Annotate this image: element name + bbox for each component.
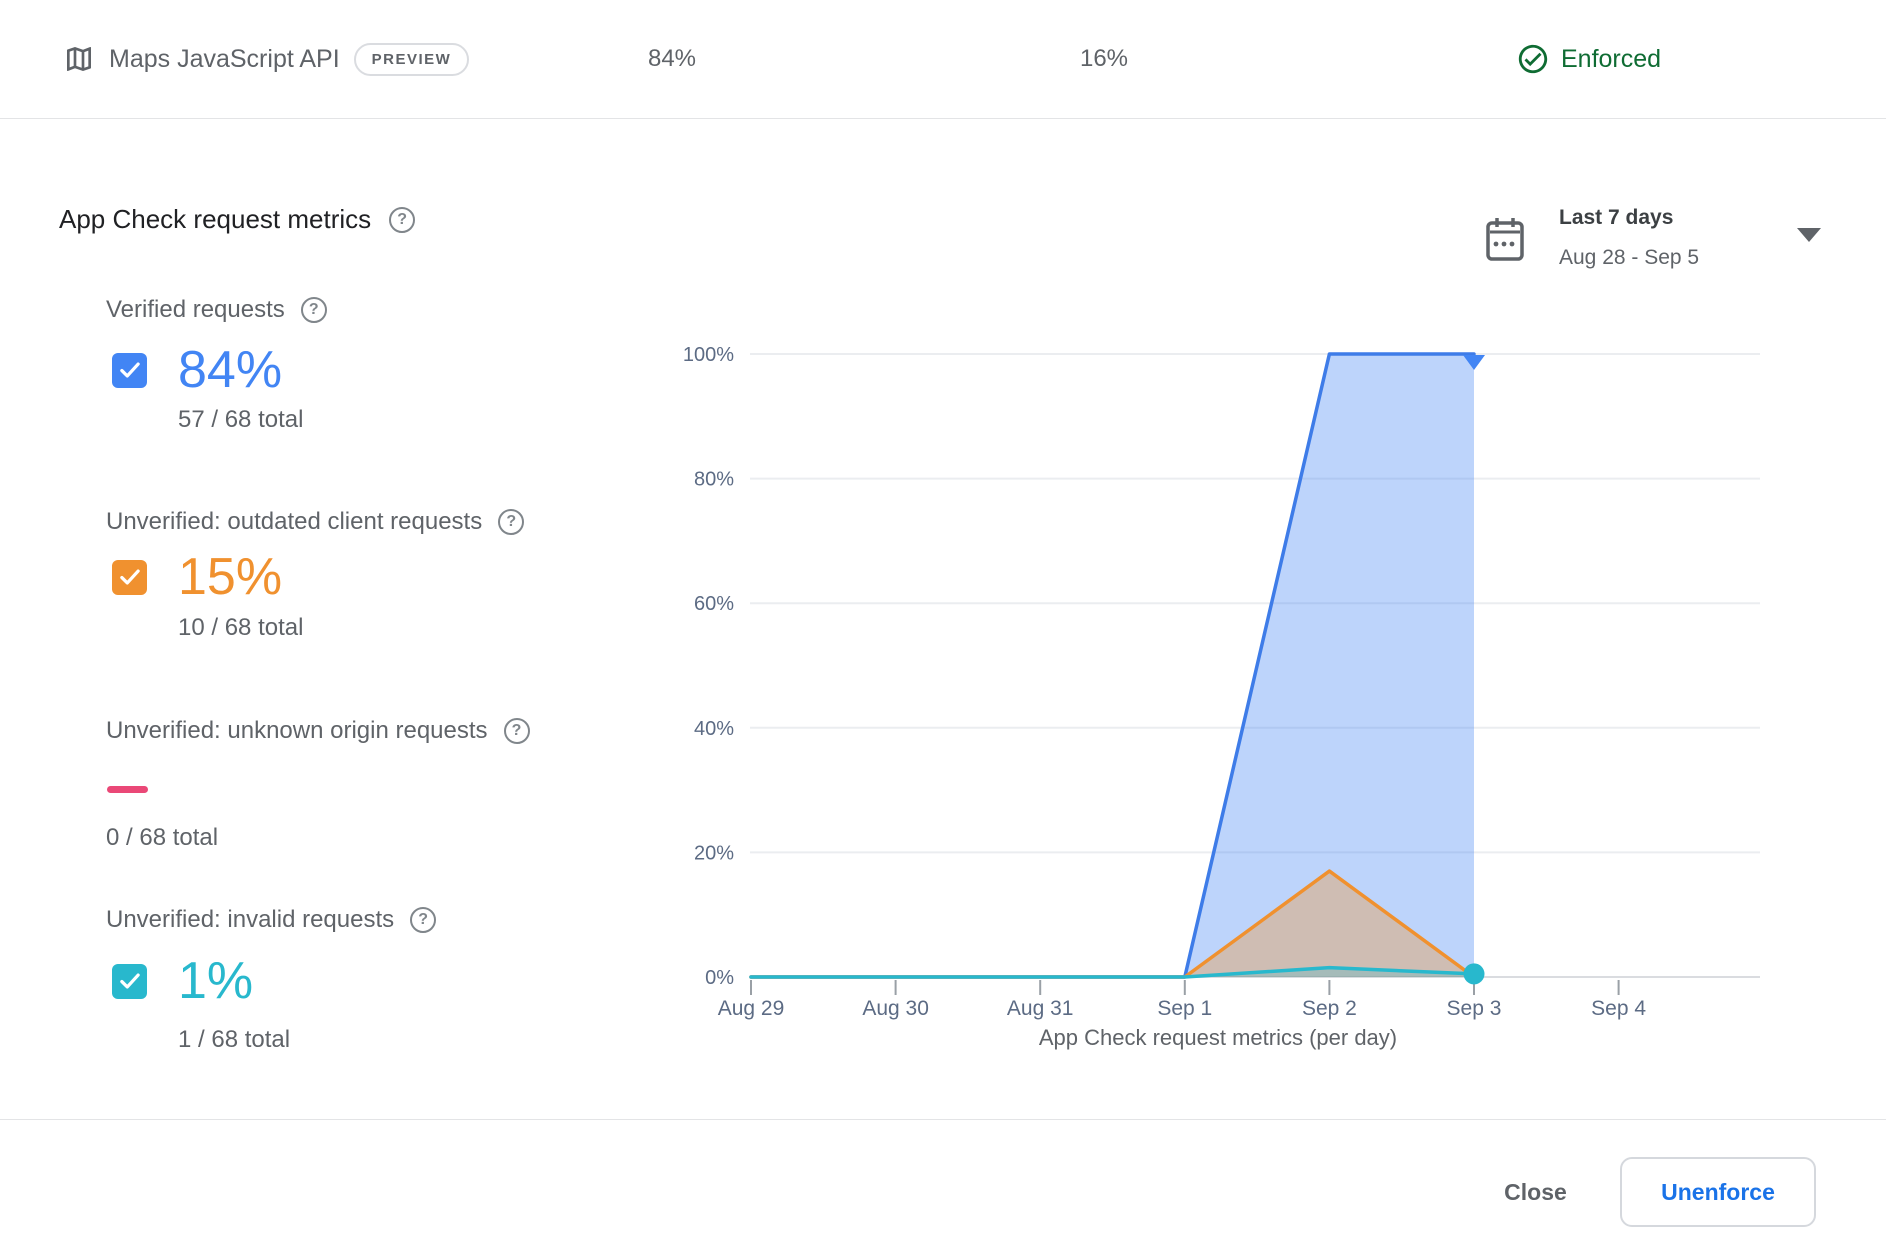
series-area-unverified-outdated-client-requests xyxy=(751,871,1474,977)
unenforce-button[interactable]: Unenforce xyxy=(1620,1157,1816,1227)
y-axis-label: 20% xyxy=(694,842,734,864)
checkmark-icon xyxy=(119,973,140,989)
checkmark-icon xyxy=(119,362,140,378)
series-line-unverified-invalid-requests xyxy=(749,965,1476,979)
date-range-picker[interactable]: Last 7 days Aug 28 - Sep 5 xyxy=(1481,196,1826,286)
chart-title: App Check request metrics (per day) xyxy=(1039,1025,1397,1050)
y-axis-label: 100% xyxy=(683,344,734,366)
series-area-verified-requests xyxy=(751,354,1474,977)
metric-label-unknown-origin: Unverified: unknown origin requests ? xyxy=(106,717,530,745)
api-cell: Maps JavaScript API PREVIEW xyxy=(63,0,470,118)
calendar-icon xyxy=(1486,218,1524,261)
unknown-origin-dash[interactable] xyxy=(107,786,148,793)
x-axis-label: Sep 3 xyxy=(1447,997,1502,1020)
enforcement-status: Enforced xyxy=(1516,0,1661,118)
help-icon[interactable]: ? xyxy=(503,718,530,744)
bottom-divider xyxy=(0,1119,1886,1120)
series-area-unverified-invalid-requests xyxy=(751,967,1474,977)
map-icon xyxy=(67,47,91,71)
verified-checkbox[interactable] xyxy=(112,352,147,388)
verified-value: 84% xyxy=(178,341,283,399)
y-axis-label: 0% xyxy=(705,967,734,989)
page-title: App Check request metrics xyxy=(59,204,372,234)
invalid-value: 1% xyxy=(178,952,254,1010)
x-axis-label: Sep 4 xyxy=(1591,997,1646,1020)
unverified-percent-cell: 16% xyxy=(1079,45,1129,72)
close-button[interactable]: Close xyxy=(1478,1160,1593,1224)
help-icon[interactable]: ? xyxy=(498,509,525,535)
help-icon[interactable]: ? xyxy=(410,907,437,933)
api-name: Maps JavaScript API xyxy=(109,44,340,73)
verified-total: 57 / 68 total xyxy=(178,406,304,433)
outdated-checkbox[interactable] xyxy=(112,559,147,595)
metric-label-text: Unverified: invalid requests xyxy=(106,906,395,933)
help-icon[interactable]: ? xyxy=(300,297,327,323)
outdated-value: 15% xyxy=(178,548,283,606)
unknown-origin-total: 0 / 68 total xyxy=(106,824,219,851)
metric-label-text: Unverified: unknown origin requests xyxy=(106,717,488,744)
x-axis-label: Sep 1 xyxy=(1157,997,1212,1020)
date-range-label: Last 7 days xyxy=(1559,206,1674,229)
metrics-area-chart[interactable]: 0% 20% 40% 60% 80% 100% Aug 29 Aug 30 Aug 31 Sep … xyxy=(600,300,1886,1090)
preview-badge: PREVIEW xyxy=(353,42,470,76)
metric-label-outdated: Unverified: outdated client requests ? xyxy=(106,508,525,536)
y-axis-label: 40% xyxy=(694,718,734,740)
x-axis-label: Sep 2 xyxy=(1302,997,1357,1020)
section-header: App Check request metrics ? xyxy=(59,204,416,235)
metric-row-verified: 84% xyxy=(112,341,282,399)
x-axis-label: Aug 29 xyxy=(718,997,785,1020)
checkmark-icon xyxy=(119,569,140,585)
check-circle-icon xyxy=(1518,44,1548,74)
metric-label-text: Verified requests xyxy=(106,296,285,323)
end-marker-circle-unverified-invalid-requests xyxy=(1463,963,1485,985)
outdated-total: 10 / 68 total xyxy=(178,614,304,641)
metric-label-invalid: Unverified: invalid requests ? xyxy=(106,906,437,934)
x-axis-label: Aug 30 xyxy=(862,997,929,1020)
help-icon[interactable]: ? xyxy=(389,206,416,233)
verified-percent-cell: 84% xyxy=(647,45,697,72)
invalid-total: 1 / 68 total xyxy=(178,1026,291,1053)
api-summary-row: Maps JavaScript API PREVIEW 84% 16% Enfo… xyxy=(0,0,1886,118)
date-range-value: Aug 28 - Sep 5 xyxy=(1559,246,1700,269)
metric-label-text: Unverified: outdated client requests xyxy=(106,508,483,535)
enforcement-status-label: Enforced xyxy=(1561,44,1662,73)
top-divider xyxy=(0,118,1886,119)
invalid-checkbox[interactable] xyxy=(112,963,147,999)
metric-label-verified: Verified requests ? xyxy=(106,296,327,324)
x-axis-label: Aug 31 xyxy=(1007,997,1074,1020)
metric-row-invalid: 1% xyxy=(112,952,253,1010)
chevron-down-icon[interactable] xyxy=(1797,228,1821,242)
metric-row-outdated: 15% xyxy=(112,548,282,606)
y-axis-label: 80% xyxy=(694,469,734,491)
end-marker-triangle-verified-requests xyxy=(1463,355,1485,370)
y-axis-label: 60% xyxy=(694,593,734,615)
